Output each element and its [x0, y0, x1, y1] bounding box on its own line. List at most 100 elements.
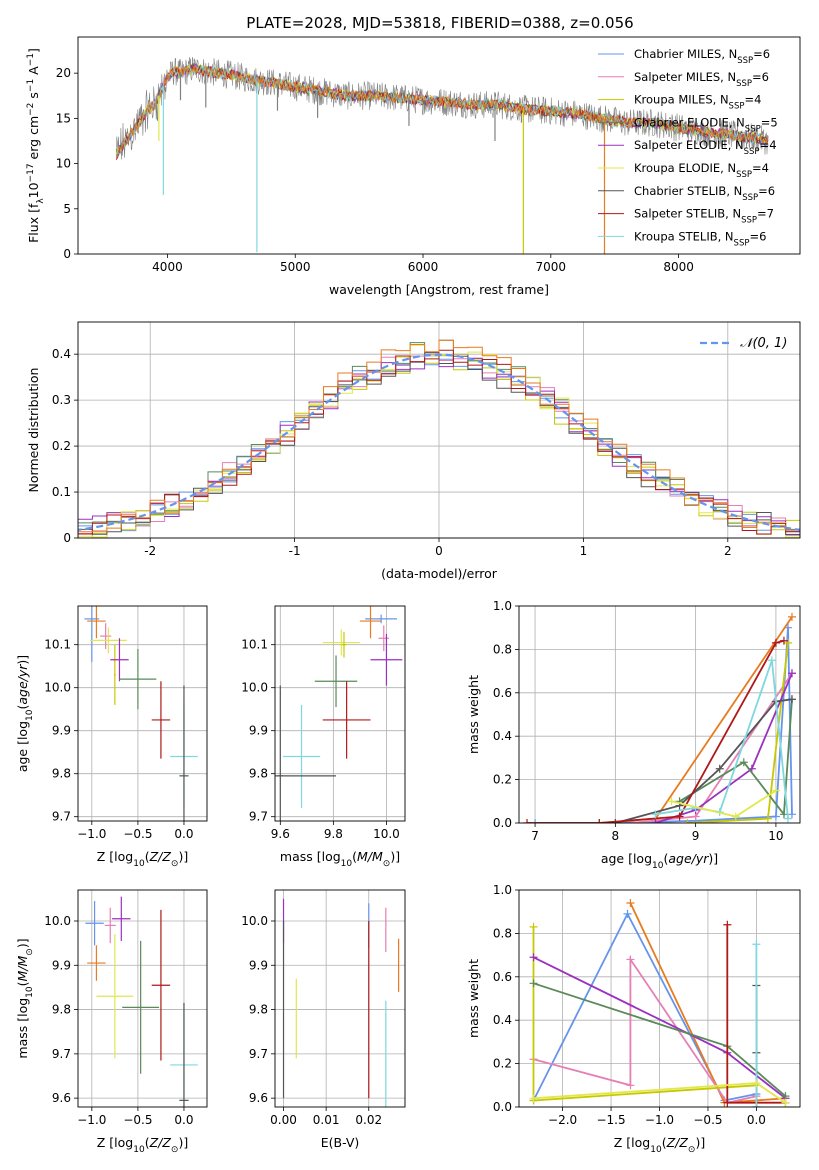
x-tick-label: −1.0	[77, 1113, 106, 1127]
x-tick-label: −2.0	[548, 1113, 577, 1127]
label-part: ]	[26, 48, 41, 53]
panel-spectrum: 4000 5000 6000 7000 8000 0 5 10 15 20 wavelength […	[26, 36, 801, 297]
y-tick-label: 0.8	[493, 926, 512, 940]
label-part: Z [log	[614, 1135, 650, 1150]
y-tick-label: 0.8	[493, 642, 512, 656]
weight-marker	[752, 940, 761, 949]
legend-entry: Chabrier ELODIE, NSSP=5	[634, 115, 778, 134]
plot-area	[85, 896, 198, 1107]
y-axis-label: mass [log10(M/M⊙)]	[15, 938, 35, 1058]
weight-line	[532, 926, 757, 1102]
y-tick-label: 9.9	[52, 958, 71, 972]
x-tick-label: 8000	[663, 260, 694, 274]
legend-entry: 𝒩(0, 1)	[740, 336, 787, 351]
x-axis-label: age [log10(age/yr)]	[601, 851, 718, 871]
label-part: 10	[341, 859, 353, 869]
y-tick-label: 0.2	[493, 773, 512, 787]
label-part: age/yr	[15, 664, 30, 705]
label-part: −2	[26, 103, 36, 116]
x-tick-label: 9	[692, 829, 700, 843]
y-tick-label: 0.0	[493, 1100, 512, 1114]
y-tick-label: 1.0	[493, 883, 512, 897]
legend-sub: SSP	[734, 238, 750, 248]
y-tick-label: 9.6	[249, 1091, 268, 1105]
y-tick-label: 9.8	[52, 1003, 71, 1017]
y-axis-label: Flux [fλ10−17 erg cm−2 s−1 A−1]	[26, 48, 46, 243]
weight-line	[533, 956, 757, 1104]
legend-suffix: =4	[752, 161, 769, 175]
y-tick-label: 0.0	[493, 816, 512, 830]
x-tick-label: 0.00	[270, 1113, 297, 1127]
legend-entry: Salpeter STELIB, NSSP=7	[634, 207, 774, 226]
weight-marker	[739, 758, 748, 767]
weight-marker	[752, 1103, 761, 1107]
label-part: (	[15, 981, 30, 986]
weight-marker	[715, 764, 724, 773]
x-axis-label: Z [log10(Z/Z⊙)]	[97, 1135, 188, 1155]
weight-marker	[779, 636, 788, 645]
legend-text: Salpeter STELIB, N	[634, 207, 741, 221]
y-tick-label: 20	[56, 66, 71, 80]
label-part: M/M	[15, 955, 30, 981]
plot-area	[78, 339, 800, 538]
label-part: A	[26, 66, 41, 79]
legend-suffix: =5	[761, 115, 778, 129]
legend-text: Chabrier MILES, N	[634, 47, 737, 61]
legend-text: Chabrier ELODIE, N	[634, 115, 745, 129]
label-part: Z/Z	[149, 849, 172, 864]
y-tick-label: 0.2	[493, 1057, 512, 1071]
x-tick-label: 6000	[408, 260, 439, 274]
weight-marker	[651, 819, 660, 823]
weight-marker	[723, 920, 732, 929]
label-part: )]	[178, 849, 188, 864]
label-part: (	[145, 849, 150, 864]
x-tick-label: 0.0	[174, 1113, 193, 1127]
y-tick-label: 10	[56, 157, 71, 171]
weight-marker	[595, 819, 604, 823]
weight-marker	[626, 955, 635, 964]
weight-line	[631, 672, 793, 823]
label-part: Z/Z	[149, 1135, 172, 1150]
y-tick-label: 10.1	[241, 638, 268, 652]
label-part: 10	[650, 1145, 662, 1155]
legend-text: Kroupa ELODIE, N	[634, 161, 736, 175]
weight-line	[527, 639, 785, 823]
y-tick-label: 9.7	[52, 1047, 71, 1061]
legend-sub: SSP	[729, 102, 745, 112]
panel-age_vs_mass: 9.6 9.8 10.0 9.7 9.8 9.9 10.0 10.1 mass [log10(M…	[241, 605, 406, 869]
y-tick-label: 9.7	[249, 810, 268, 824]
weight-marker	[771, 638, 780, 647]
label-part: (	[145, 1135, 150, 1150]
label-part: 10	[133, 859, 145, 869]
legend-entry: Kroupa STELIB, NSSP=6	[634, 229, 766, 248]
legend-sub: SSP	[741, 216, 757, 226]
x-tick-label: 0.0	[747, 1113, 766, 1127]
panel-mass_weight_vs_Z: −2.0 −1.5 −1.0 −0.5 0.0 0.0 0.2 0.4 0.6 0.8 1.0 Z […	[466, 883, 801, 1155]
label-part: ⊙	[688, 1145, 696, 1155]
y-tick-label: 9.9	[249, 724, 268, 738]
label-part: λ	[36, 198, 46, 204]
legend-text: Salpeter ELODIE, N	[634, 138, 744, 152]
plot-area	[282, 898, 400, 1107]
weight-marker	[779, 810, 788, 819]
x-tick-label: 7000	[536, 260, 567, 274]
weight-marker	[529, 953, 538, 962]
axes-frame	[77, 321, 801, 539]
y-tick-label: 1.0	[493, 599, 512, 613]
y-tick-label: 0.2	[52, 439, 71, 453]
weight-marker	[771, 812, 780, 821]
y-tick-label: 0.1	[52, 485, 71, 499]
plot-area	[84, 606, 198, 821]
weight-line	[679, 699, 793, 817]
legend-text: Kroupa MILES, N	[634, 93, 729, 107]
label-part: Z/Z	[666, 1135, 689, 1150]
weight-marker	[529, 979, 538, 988]
plot-area	[529, 899, 790, 1107]
label-part: )]	[708, 851, 718, 866]
plot-area	[275, 606, 403, 821]
y-tick-label: 9.6	[52, 1091, 71, 1105]
x-tick-label: 0.0	[174, 827, 193, 841]
label-part: 10	[133, 1145, 145, 1155]
y-tick-label: 0	[63, 531, 71, 545]
